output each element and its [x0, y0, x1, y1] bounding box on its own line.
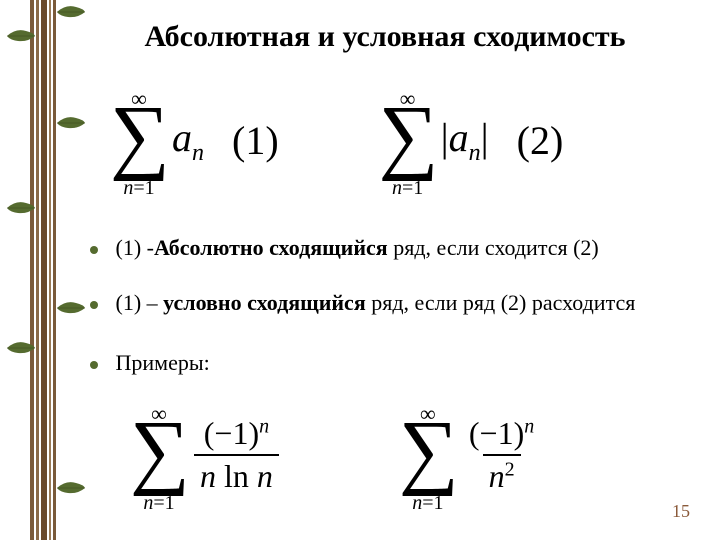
leaf-icon [6, 340, 36, 356]
decor-stripe [49, 0, 51, 540]
sigma-lower: n=1 [110, 177, 168, 200]
formula-1: ∞ ∑ n=1 an (1) [110, 90, 279, 190]
example-2: ∞ ∑ n=1 (−1)n n2 [399, 405, 540, 505]
term: |an| [441, 114, 489, 167]
slide-number: 15 [672, 501, 690, 522]
decor-stripe [53, 0, 56, 540]
term: an [172, 114, 204, 167]
leaf-icon [6, 28, 36, 44]
sigma-icon: ∞ ∑ n=1 [399, 405, 457, 505]
formula-2: ∞ ∑ n=1 |an| (2) [379, 90, 564, 190]
denominator: n2 [483, 454, 521, 495]
decor-stripe [36, 0, 39, 540]
sigma-lower: n=1 [399, 492, 457, 515]
text: (1) - [116, 235, 154, 260]
text: ряд, если ряд (2) расходится [366, 290, 636, 315]
decor-stripe [30, 0, 34, 540]
text-bold: условно сходящийся [163, 290, 366, 315]
slide: Абсолютная и условная сходимость ∞ ∑ n=1… [0, 0, 720, 540]
leaf-icon [56, 4, 86, 20]
sigma-icon: ∞ ∑ n=1 [110, 90, 168, 190]
formula-row-examples: ∞ ∑ n=1 (−1)n n ln n ∞ ∑ n=1 (−1)n n2 [90, 395, 680, 515]
sigma-upper: ∞ [130, 401, 188, 427]
definition-absolute: (1) -Абсолютно сходящийся ряд, если сход… [90, 235, 680, 261]
text: Примеры: [116, 350, 210, 375]
examples-label: Примеры: [90, 350, 680, 376]
text-bold: Абсолютно сходящийся [154, 235, 388, 260]
fraction: (−1)n n ln n [194, 415, 279, 495]
leaf-icon [6, 200, 36, 216]
sigma-icon: ∞ ∑ n=1 [379, 90, 437, 190]
text: ряд, если сходится (2) [388, 235, 599, 260]
sigma-upper: ∞ [110, 86, 168, 112]
decor-stripe [41, 0, 47, 540]
formula-label: (1) [232, 117, 279, 164]
sigma-upper: ∞ [399, 401, 457, 427]
formula-row-main: ∞ ∑ n=1 an (1) ∞ ∑ n=1 |an| (2) [90, 80, 680, 200]
denominator: n ln n [194, 454, 279, 495]
sigma-lower: n=1 [379, 177, 437, 200]
sigma-lower: n=1 [130, 492, 188, 515]
definition-conditional: (1) – условно сходящийся ряд, если ряд (… [90, 290, 680, 316]
example-1: ∞ ∑ n=1 (−1)n n ln n [130, 405, 279, 505]
numerator: (−1)n [198, 415, 275, 454]
leaf-icon [56, 300, 86, 316]
decor-bar [30, 0, 56, 540]
sigma-upper: ∞ [379, 86, 437, 112]
formula-label: (2) [517, 117, 564, 164]
slide-title: Абсолютная и условная сходимость [90, 20, 680, 54]
sigma-icon: ∞ ∑ n=1 [130, 405, 188, 505]
leaf-icon [56, 480, 86, 496]
text: (1) – [116, 290, 164, 315]
leaf-icon [56, 115, 86, 131]
fraction: (−1)n n2 [463, 415, 540, 495]
numerator: (−1)n [463, 415, 540, 454]
